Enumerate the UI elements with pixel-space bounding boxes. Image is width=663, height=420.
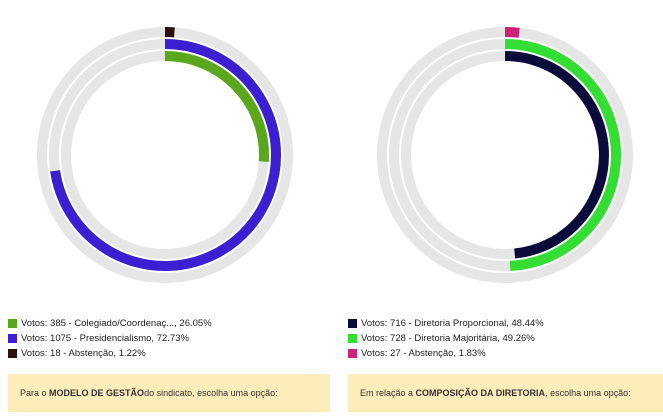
legend-item-presidencialismo[interactable]: Votos: 1075 - Presidencialismo, 72.73%: [8, 331, 328, 346]
question-text-after: do sindicato, escolha uma opção:: [144, 388, 278, 398]
legend-label-proporcional: Votos: 716 - Diretoria Proporcional, 48.…: [361, 318, 544, 329]
ring-arc-1[interactable]: [50, 39, 281, 271]
legend-item-abstencao-diretoria[interactable]: Votos: 27 - Abstenção, 1.83%: [348, 346, 663, 361]
ring-arc-0[interactable]: [504, 51, 609, 259]
legend-label-abstencao-diretoria: Votos: 27 - Abstenção, 1.83%: [361, 348, 486, 359]
legend-swatch-majoritaria: [348, 334, 357, 343]
legend-swatch-proporcional: [348, 319, 357, 328]
question-text-bold: MODELO DE GESTÃO: [49, 388, 145, 398]
ring-arc-1[interactable]: [504, 39, 621, 271]
legend-label-colegiado: Votos: 385 - Colegiado/Coordenaç..., 26.…: [21, 318, 212, 329]
legend-label-majoritaria: Votos: 728 - Diretoria Majoritária, 49.2…: [361, 333, 535, 344]
legend-item-abstencao-gestao[interactable]: Votos: 18 - Abstenção, 1.22%: [8, 346, 328, 361]
ring-arc-0[interactable]: [164, 51, 269, 162]
question-text-bold: COMPOSIÇÃO DA DIRETORIA: [415, 388, 546, 398]
question-text-before: Para o: [20, 388, 47, 398]
legend-swatch-abstencao-diretoria: [348, 349, 357, 358]
question-text-after: , escolha uma opção:: [545, 388, 631, 398]
legend-item-majoritaria[interactable]: Votos: 728 - Diretoria Majoritária, 49.2…: [348, 331, 663, 346]
ring-arc-2[interactable]: [504, 26, 520, 38]
radial-chart-composicao-diretoria: [377, 26, 633, 283]
legend-item-colegiado[interactable]: Votos: 385 - Colegiado/Coordenaç..., 26.…: [8, 316, 328, 331]
legend-item-proporcional[interactable]: Votos: 716 - Diretoria Proporcional, 48.…: [348, 316, 663, 331]
legend-composicao-diretoria: Votos: 716 - Diretoria Proporcional, 48.…: [348, 316, 663, 361]
ring-track-2: [377, 27, 633, 283]
legend-swatch-abstencao-gestao: [8, 349, 17, 358]
ring-track-2: [37, 27, 293, 283]
legend-label-presidencialismo: Votos: 1075 - Presidencialismo, 72.73%: [21, 333, 189, 344]
chart-panel-composicao-diretoria: Votos: 716 - Diretoria Proporcional, 48.…: [340, 0, 663, 420]
legend-label-abstencao-gestao: Votos: 18 - Abstenção, 1.22%: [21, 348, 146, 359]
legend-swatch-presidencialismo: [8, 334, 17, 343]
legend-swatch-colegiado: [8, 319, 17, 328]
radial-chart-modelo-gestao: [37, 26, 293, 283]
chart-panel-modelo-gestao: Votos: 385 - Colegiado/Coordenaç..., 26.…: [0, 0, 330, 420]
question-text-before: Em relação a: [360, 388, 414, 398]
legend-modelo-gestao: Votos: 385 - Colegiado/Coordenaç..., 26.…: [8, 316, 328, 361]
question-box-modelo-gestao: Para o MODELO DE GESTÃO do sindicato, es…: [8, 374, 330, 412]
question-box-composicao-diretoria: Em relação a COMPOSIÇÃO DA DIRETORIA, es…: [348, 374, 663, 412]
